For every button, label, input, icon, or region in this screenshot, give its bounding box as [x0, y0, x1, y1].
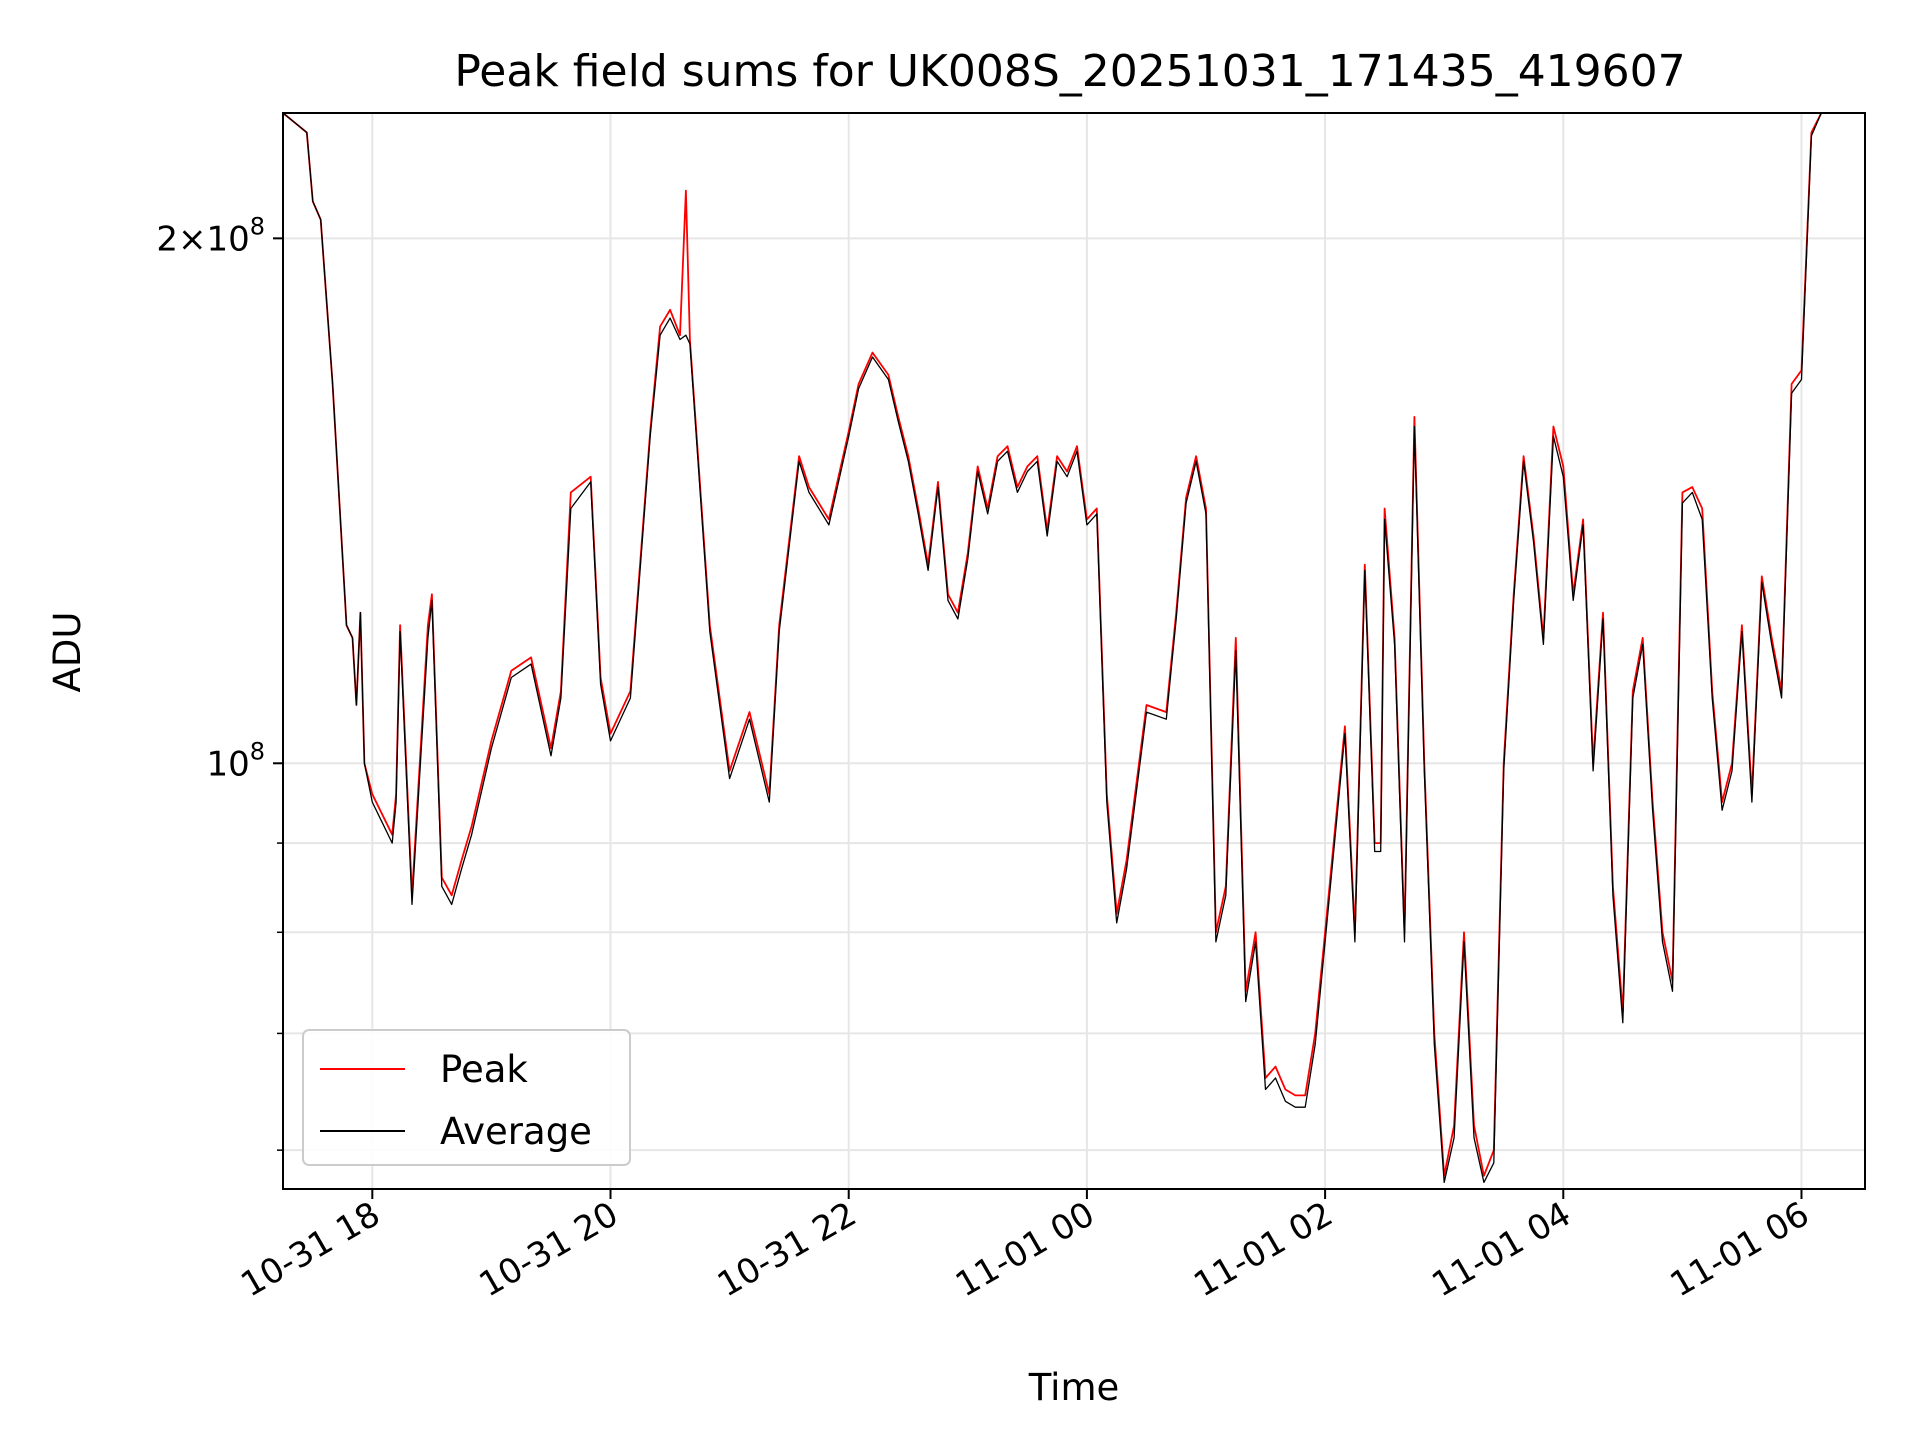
- series-line-average: [282, 112, 1822, 1184]
- y-axis-label: ADU: [46, 612, 89, 693]
- legend: Peak Average: [302, 1029, 631, 1166]
- chart-title: Peak field sums for UK008S_20251031_1714…: [454, 46, 1685, 97]
- legend-label-peak: Peak: [440, 1048, 528, 1091]
- series-lines: [282, 112, 1823, 1184]
- plot-frame: [282, 112, 1866, 1190]
- legend-label-average: Average: [440, 1110, 592, 1153]
- y-tick-label: 2×108: [156, 212, 265, 259]
- x-axis-label: Time: [1028, 1366, 1120, 1409]
- grid: [283, 113, 1865, 1189]
